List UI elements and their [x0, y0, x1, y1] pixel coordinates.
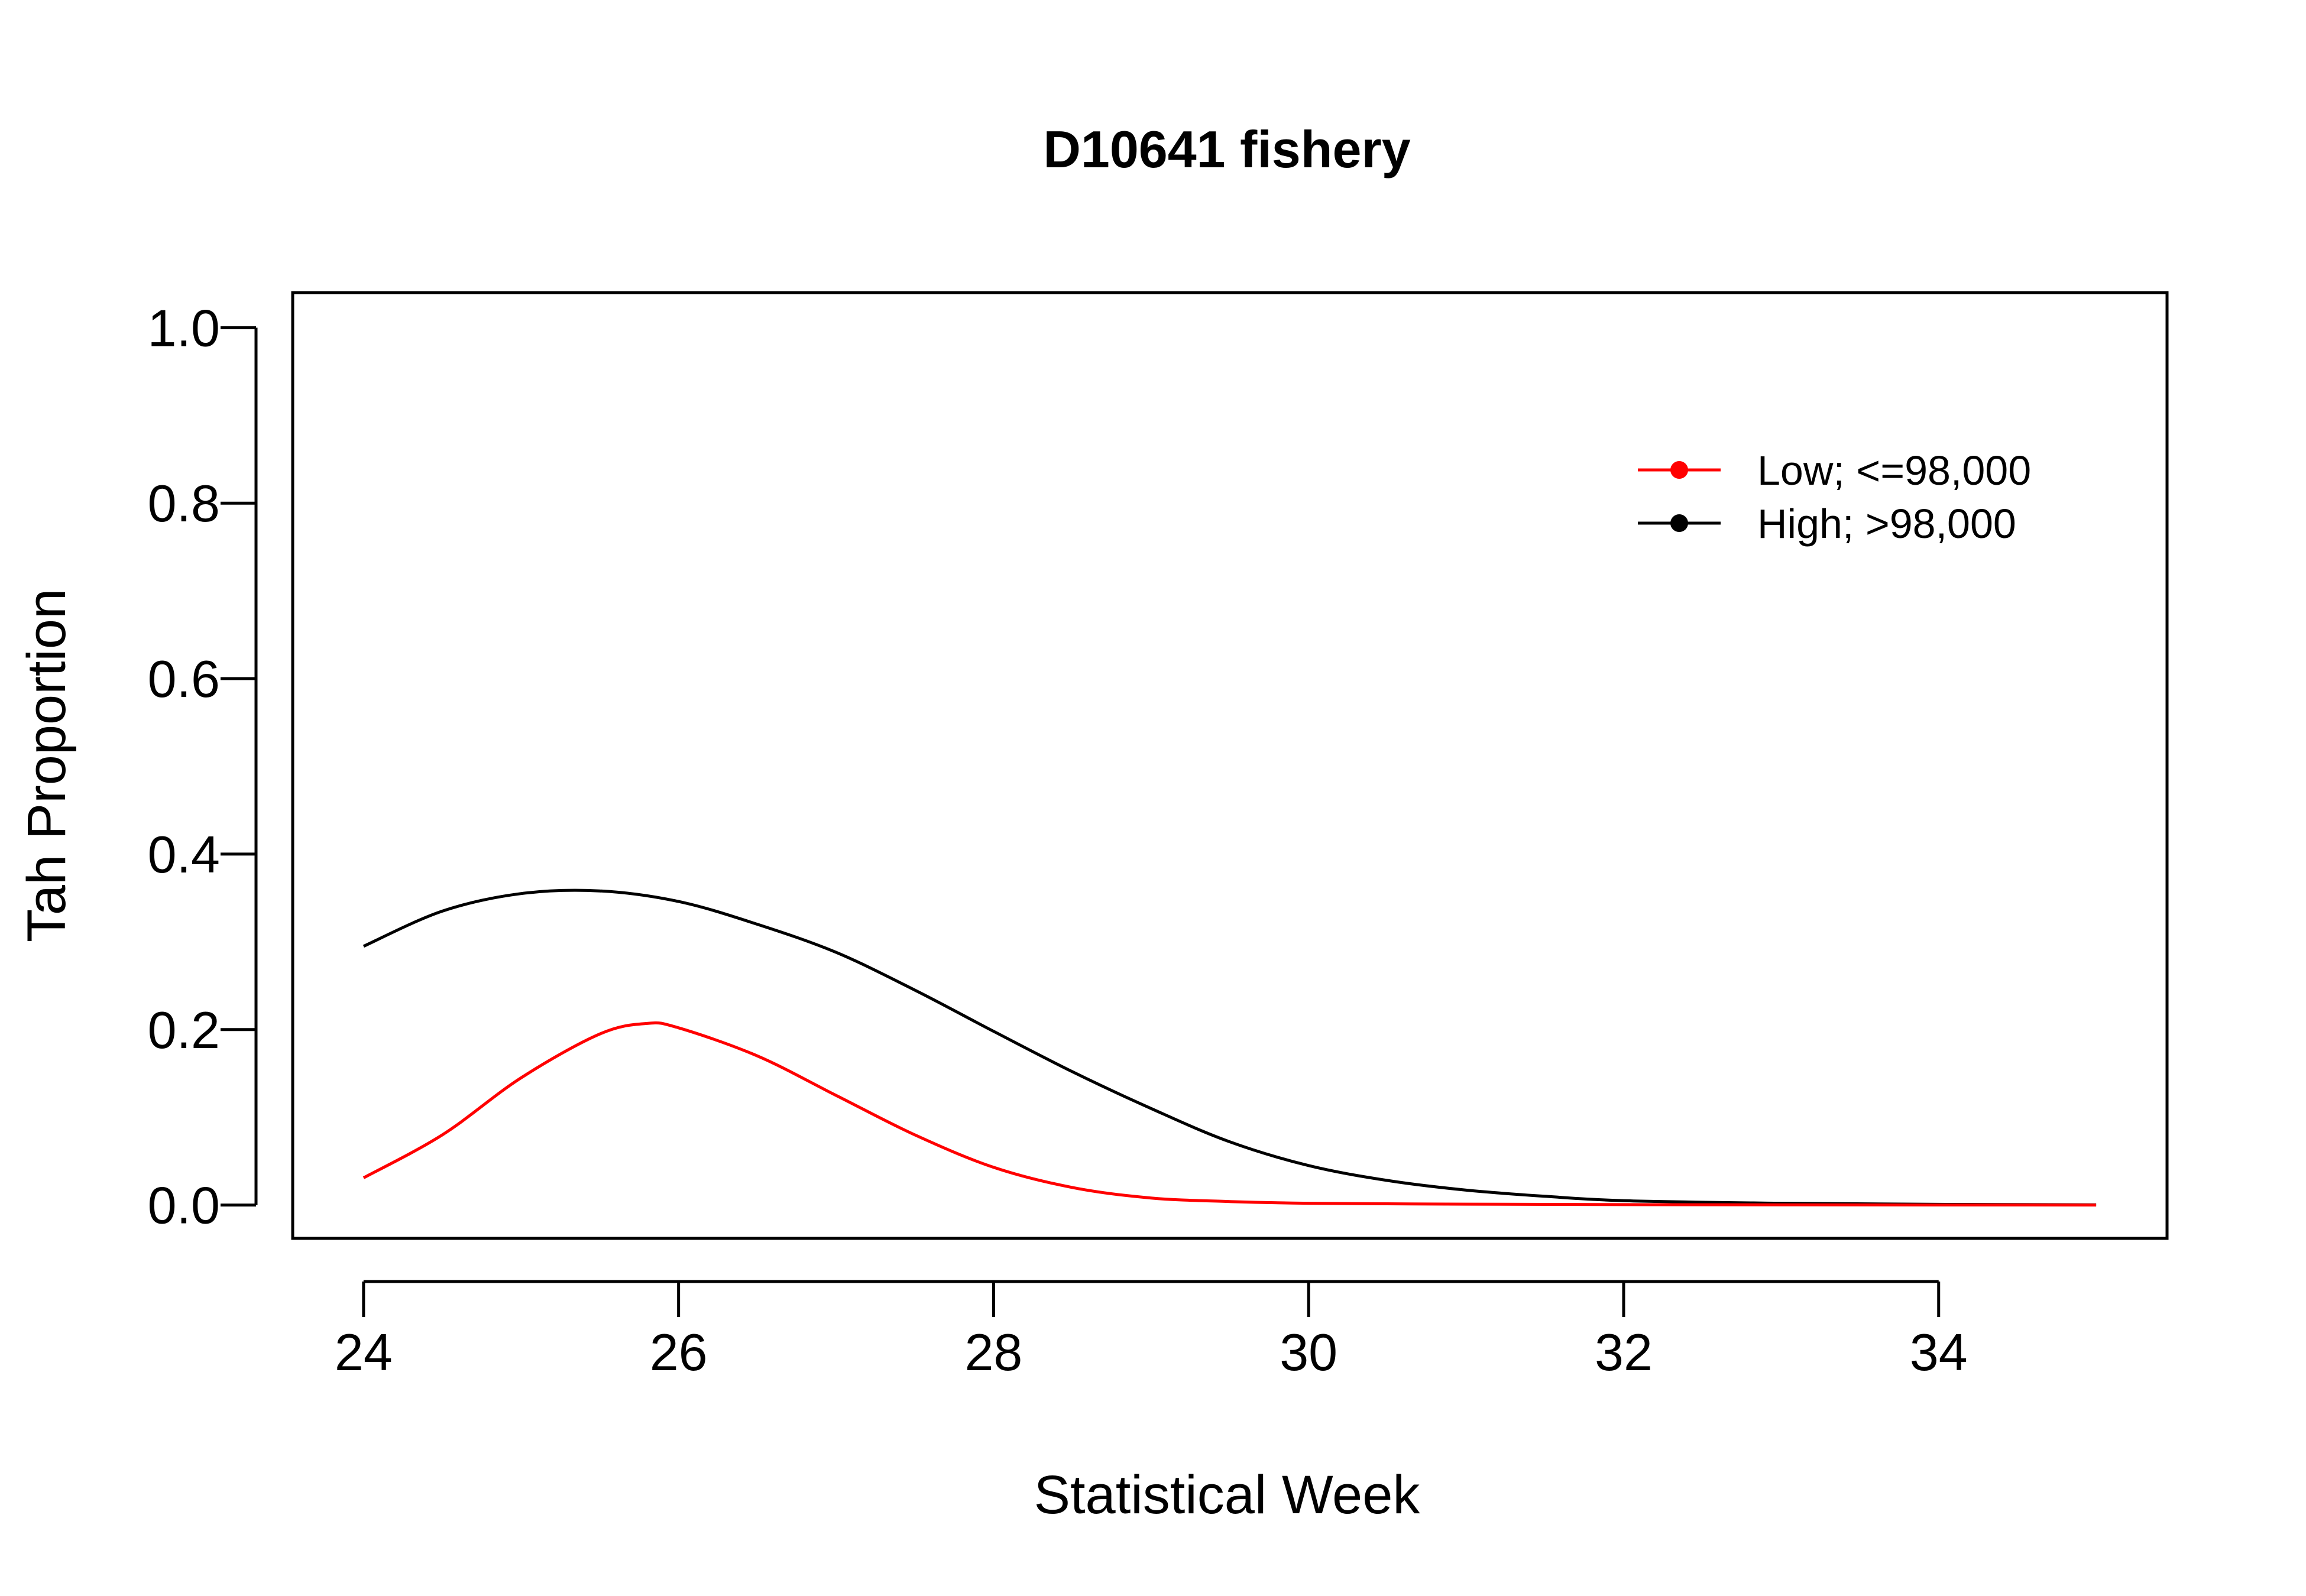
y-axis-label: Tah Proportion — [17, 589, 77, 942]
legend: Low; <=98,000 High; >98,000 — [1638, 447, 2031, 547]
series-line — [362, 1021, 2097, 1207]
x-tick-label: 32 — [1595, 1323, 1653, 1381]
legend-marker — [1670, 514, 1688, 532]
chart-title: D10641 fishery — [1043, 120, 1410, 179]
y-tick-label: 0.8 — [148, 474, 220, 533]
x-tick-label: 34 — [1910, 1323, 1968, 1381]
plot-border — [291, 291, 2169, 1240]
x-axis: 24 26 28 30 32 34 — [335, 1280, 1968, 1381]
legend-marker — [1670, 461, 1688, 479]
legend-label: Low; <=98,000 — [1757, 447, 2031, 494]
y-tick-label: 0.4 — [148, 825, 220, 884]
x-tick-label: 30 — [1280, 1323, 1337, 1381]
y-tick-label: 0.2 — [148, 1001, 220, 1059]
plot-frame — [291, 291, 2169, 1240]
x-tick-label: 28 — [964, 1323, 1022, 1381]
y-tick-label: 1.0 — [148, 299, 220, 357]
y-tick-label: 0.0 — [148, 1176, 220, 1235]
series-layer — [362, 888, 2097, 1207]
x-tick-label: 24 — [335, 1323, 393, 1381]
series-line — [362, 888, 2097, 1206]
y-axis: 0.0 0.2 0.4 0.6 0.8 1.0 — [148, 299, 258, 1235]
y-tick-label: 0.6 — [148, 650, 220, 708]
x-tick-label: 26 — [650, 1323, 708, 1381]
legend-label: High; >98,000 — [1757, 501, 2016, 547]
x-axis-label: Statistical Week — [1034, 1465, 1421, 1525]
